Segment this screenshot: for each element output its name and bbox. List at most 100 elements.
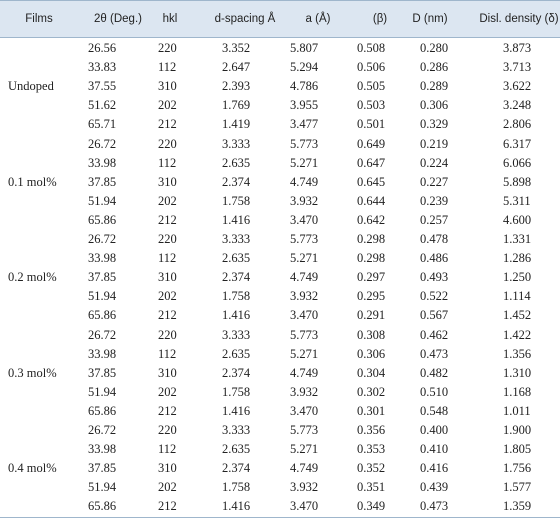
cell: 0.522	[420, 289, 449, 303]
cell: 5.271	[290, 251, 319, 265]
cell: 0.227	[420, 175, 449, 189]
cell: 4.600	[503, 213, 532, 227]
cell: 212	[158, 213, 177, 227]
cell: 5.294	[290, 60, 319, 74]
cell: 2.806	[503, 117, 532, 131]
cell: 0.353	[357, 442, 386, 456]
cell: 5.773	[290, 423, 319, 437]
cell: 1.250	[503, 270, 532, 284]
cell: 212	[158, 499, 177, 513]
column-header: a (Å)	[305, 13, 331, 25]
cell: 26.72	[88, 137, 117, 151]
cell: 51.94	[88, 194, 117, 208]
cell: 26.72	[88, 423, 117, 437]
cell: 0.219	[420, 137, 449, 151]
cell: 1.805	[503, 442, 532, 456]
cell: 220	[158, 41, 177, 55]
column-header: D (nm)	[412, 13, 448, 25]
cell: 0.224	[420, 156, 449, 170]
group-label: 0.3 mol%	[8, 366, 57, 380]
cell: 1.356	[503, 347, 532, 361]
cell: 0.356	[357, 423, 386, 437]
cell: 2.374	[222, 175, 251, 189]
cell: 51.62	[88, 98, 117, 112]
cell: 0.416	[420, 461, 449, 475]
cell: 4.749	[290, 175, 319, 189]
cell: 212	[158, 308, 177, 322]
column-header: 2θ (Deg.)	[94, 13, 142, 25]
cell: 0.400	[420, 423, 449, 437]
cell: 1.286	[503, 251, 532, 265]
cell: 202	[158, 289, 177, 303]
cell: 3.248	[503, 98, 532, 112]
column-header: (β)	[372, 13, 388, 25]
cell: 0.298	[357, 232, 386, 246]
cell: 0.548	[420, 404, 449, 418]
cell: 51.94	[88, 385, 117, 399]
cell: 65.71	[88, 117, 117, 131]
cell: 5.773	[290, 137, 319, 151]
column-header: d-spacing Å	[214, 13, 276, 25]
cell: 112	[158, 442, 177, 456]
cell: 3.873	[503, 41, 532, 55]
cell: 1.769	[222, 98, 251, 112]
cell: 0.645	[357, 175, 386, 189]
cell: 37.85	[88, 175, 117, 189]
cell: 310	[158, 366, 177, 380]
cell: 6.066	[503, 156, 532, 170]
cell: 3.932	[290, 194, 319, 208]
cell: 3.352	[222, 41, 251, 55]
cell: 1.758	[222, 480, 251, 494]
cell: 65.86	[88, 499, 117, 513]
cell: 1.168	[503, 385, 532, 399]
cell: 3.333	[222, 423, 251, 437]
cell: 1.422	[503, 328, 532, 342]
cell: 0.567	[420, 308, 449, 322]
cell: 0.306	[420, 98, 449, 112]
cell: 2.635	[222, 442, 251, 456]
cell: 0.649	[357, 137, 386, 151]
cell: 65.86	[88, 404, 117, 418]
cell: 51.94	[88, 480, 117, 494]
cell: 220	[158, 423, 177, 437]
cell: 0.462	[420, 328, 449, 342]
cell: 0.644	[357, 194, 386, 208]
cell: 51.94	[88, 289, 117, 303]
cell: 3.470	[290, 213, 319, 227]
cell: 3.932	[290, 480, 319, 494]
cell: 2.647	[222, 60, 251, 74]
cell: 0.239	[420, 194, 449, 208]
cell: 3.470	[290, 404, 319, 418]
cell: 4.786	[290, 79, 319, 93]
cell: 0.478	[420, 232, 449, 246]
cell: 0.647	[357, 156, 386, 170]
cell: 0.473	[420, 347, 449, 361]
group-label: 0.4 mol%	[8, 461, 57, 475]
group-label: 0.2 mol%	[8, 270, 57, 284]
cell: 2.374	[222, 461, 251, 475]
cell: 3.470	[290, 499, 319, 513]
cell: 1.416	[222, 308, 251, 322]
cell: 112	[158, 60, 177, 74]
cell: 0.306	[357, 347, 386, 361]
cell: 0.508	[357, 41, 386, 55]
column-header: Films	[25, 13, 53, 25]
cell: 310	[158, 175, 177, 189]
cell: 33.98	[88, 442, 117, 456]
cell: 0.301	[357, 404, 386, 418]
cell: 3.622	[503, 79, 532, 93]
cell: 1.577	[503, 480, 532, 494]
cell: 0.493	[420, 270, 449, 284]
cell: 65.86	[88, 213, 117, 227]
cell: 5.311	[503, 194, 531, 208]
cell: 1.756	[503, 461, 532, 475]
cell: 2.374	[222, 270, 251, 284]
cell: 26.72	[88, 232, 117, 246]
cell: 4.749	[290, 366, 319, 380]
cell: 3.333	[222, 232, 251, 246]
cell: 1.758	[222, 194, 251, 208]
cell: 0.510	[420, 385, 449, 399]
cell: 220	[158, 232, 177, 246]
cell: 1.416	[222, 499, 251, 513]
